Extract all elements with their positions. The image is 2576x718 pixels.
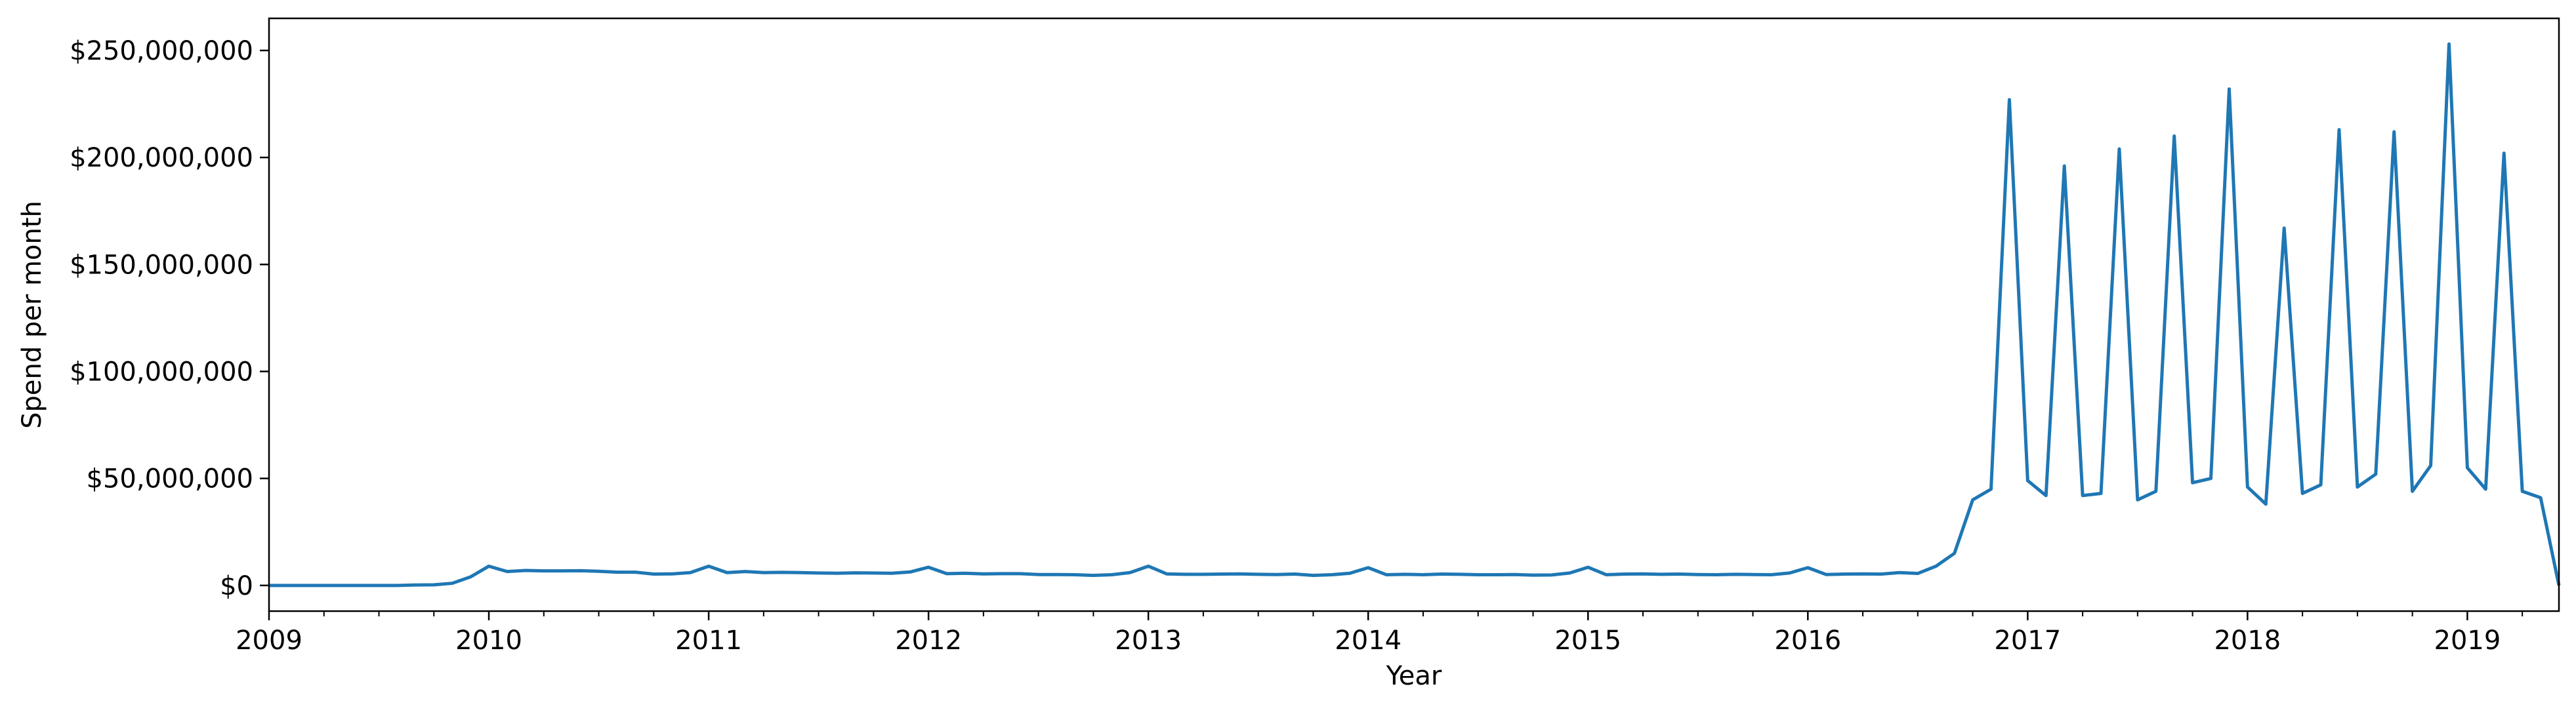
y-tick-label: $150,000,000 — [70, 250, 253, 280]
spend-series-line — [269, 42, 2561, 588]
x-tick-label: 2016 — [1774, 626, 1841, 656]
y-tick-label: $250,000,000 — [70, 36, 253, 66]
x-tick-label: 2009 — [236, 626, 302, 656]
y-tick-label: $100,000,000 — [70, 357, 253, 387]
x-axis-title: Year — [1386, 661, 1442, 691]
y-tick-label: $200,000,000 — [70, 143, 253, 173]
x-tick-label: 2011 — [675, 626, 742, 656]
plot-frame — [268, 17, 2560, 612]
plot-area — [269, 42, 2561, 588]
x-tick-label: 2017 — [1994, 626, 2061, 656]
y-tick-label: $0 — [220, 571, 253, 601]
x-tick-label: 2012 — [895, 626, 962, 656]
x-tick-label: 2010 — [455, 626, 522, 656]
x-tick-label: 2018 — [2214, 626, 2281, 656]
x-tick-label: 2014 — [1335, 626, 1402, 656]
y-axis-title: Spend per month — [17, 201, 47, 429]
x-tick-label: 2013 — [1115, 626, 1182, 656]
y-axis: $0 $50,000,000 $100,000,000 $150,000,000 $20… — [70, 36, 269, 601]
x-axis: 2009 2010 2011 2012 2013 2014 2015 2016 2017 2018… — [236, 611, 2524, 656]
x-tick-label: 2019 — [2434, 626, 2501, 656]
y-tick-label: $50,000,000 — [87, 464, 253, 494]
x-tick-label: 2015 — [1554, 626, 1621, 656]
